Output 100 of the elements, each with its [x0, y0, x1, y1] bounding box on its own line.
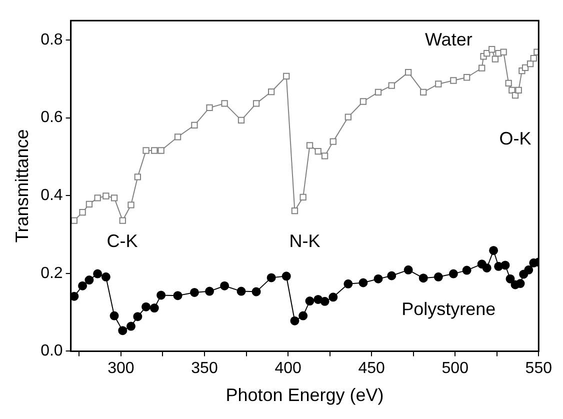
- point: [314, 148, 322, 155]
- point: [328, 292, 338, 302]
- point: [321, 152, 328, 160]
- point: [291, 207, 298, 214]
- point: [434, 272, 443, 282]
- point: [374, 274, 383, 284]
- point: [94, 194, 101, 202]
- point: [320, 296, 330, 306]
- point: [133, 312, 142, 322]
- x-tick-label: 450: [358, 360, 386, 378]
- point: [266, 273, 276, 282]
- x-tick-label: 500: [442, 360, 469, 378]
- point: [173, 291, 182, 300]
- point: [110, 311, 119, 320]
- point: [101, 272, 110, 282]
- point: [388, 82, 395, 89]
- point: [526, 60, 534, 68]
- point: [119, 217, 126, 224]
- annotation: O-K: [499, 128, 532, 149]
- point: [305, 296, 314, 306]
- point: [463, 74, 470, 81]
- y-tick-label: 0.2: [40, 264, 63, 282]
- point: [488, 46, 496, 53]
- point: [405, 69, 412, 76]
- point: [191, 122, 198, 129]
- point: [110, 194, 118, 202]
- point: [79, 209, 86, 216]
- point: [93, 269, 102, 278]
- point: [492, 56, 499, 62]
- point: [360, 98, 367, 105]
- point: [330, 138, 336, 145]
- point: [70, 217, 78, 224]
- point: [283, 72, 290, 80]
- point: [524, 265, 534, 274]
- point: [282, 272, 291, 281]
- point: [150, 304, 159, 313]
- x-tick-label: 550: [525, 360, 552, 378]
- point: [118, 326, 128, 336]
- point: [78, 281, 88, 290]
- point: [387, 271, 396, 280]
- point: [174, 134, 182, 140]
- point: [489, 246, 498, 255]
- point: [102, 192, 110, 200]
- point: [306, 142, 314, 149]
- point: [420, 88, 427, 96]
- point: [462, 266, 472, 275]
- point: [505, 80, 512, 87]
- point: [482, 263, 492, 272]
- point: [70, 292, 79, 301]
- point: [252, 287, 261, 296]
- point: [435, 80, 442, 88]
- point: [205, 286, 214, 296]
- y-axis-title: Transmittance: [12, 129, 32, 243]
- series-label: Polystyrene: [402, 299, 496, 320]
- x-tick-label: 350: [191, 360, 218, 378]
- point: [500, 260, 510, 270]
- point: [290, 316, 300, 326]
- y-tick-label: 0.0: [40, 342, 63, 360]
- point: [151, 147, 158, 154]
- point: [84, 276, 94, 285]
- series-label: Water: [424, 30, 472, 50]
- point: [134, 174, 141, 180]
- point: [374, 88, 382, 96]
- point: [300, 194, 306, 201]
- point: [142, 147, 150, 154]
- point: [450, 77, 457, 84]
- x-axis-title: Photon Energy (eV): [226, 385, 384, 406]
- point: [128, 202, 134, 208]
- y-tick-label: 0.8: [40, 31, 63, 48]
- annotation: N-K: [289, 231, 320, 252]
- point: [298, 311, 308, 320]
- point: [500, 48, 507, 56]
- point: [238, 116, 245, 124]
- point: [515, 86, 522, 94]
- point: [86, 200, 93, 208]
- point: [418, 274, 428, 283]
- y-tick-label: 0.4: [40, 187, 63, 204]
- point: [126, 322, 136, 331]
- point: [344, 114, 352, 120]
- point: [190, 288, 199, 297]
- x-tick-label: 400: [274, 360, 302, 378]
- point: [530, 55, 537, 62]
- point: [358, 278, 368, 288]
- point: [158, 147, 164, 154]
- annotation: C-K: [106, 231, 138, 252]
- point: [506, 274, 515, 284]
- point: [534, 48, 539, 56]
- point: [156, 290, 166, 300]
- point: [268, 88, 275, 96]
- point: [142, 302, 151, 312]
- y-tick-label: 0.6: [40, 109, 63, 126]
- point: [516, 279, 525, 288]
- point: [252, 100, 260, 107]
- point: [448, 269, 458, 278]
- point: [236, 286, 246, 296]
- point: [478, 64, 486, 72]
- point: [206, 104, 213, 112]
- point: [404, 265, 413, 274]
- point: [344, 279, 353, 288]
- x-tick-label: 300: [108, 360, 134, 378]
